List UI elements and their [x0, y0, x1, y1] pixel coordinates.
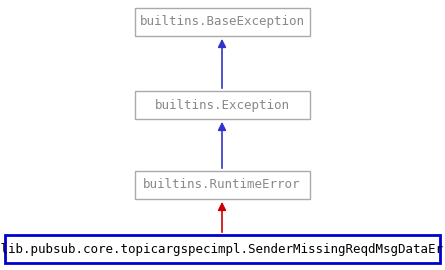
- Text: builtins.BaseException: builtins.BaseException: [139, 15, 304, 29]
- Text: builtins.RuntimeError: builtins.RuntimeError: [143, 178, 301, 191]
- Bar: [134, 91, 310, 119]
- Text: builtins.Exception: builtins.Exception: [154, 99, 290, 112]
- Bar: [4, 235, 440, 263]
- Bar: [134, 8, 310, 36]
- Text: wx.lib.pubsub.core.topicargspecimpl.SenderMissingReqdMsgDataError: wx.lib.pubsub.core.topicargspecimpl.Send…: [0, 242, 445, 255]
- Bar: [134, 171, 310, 199]
